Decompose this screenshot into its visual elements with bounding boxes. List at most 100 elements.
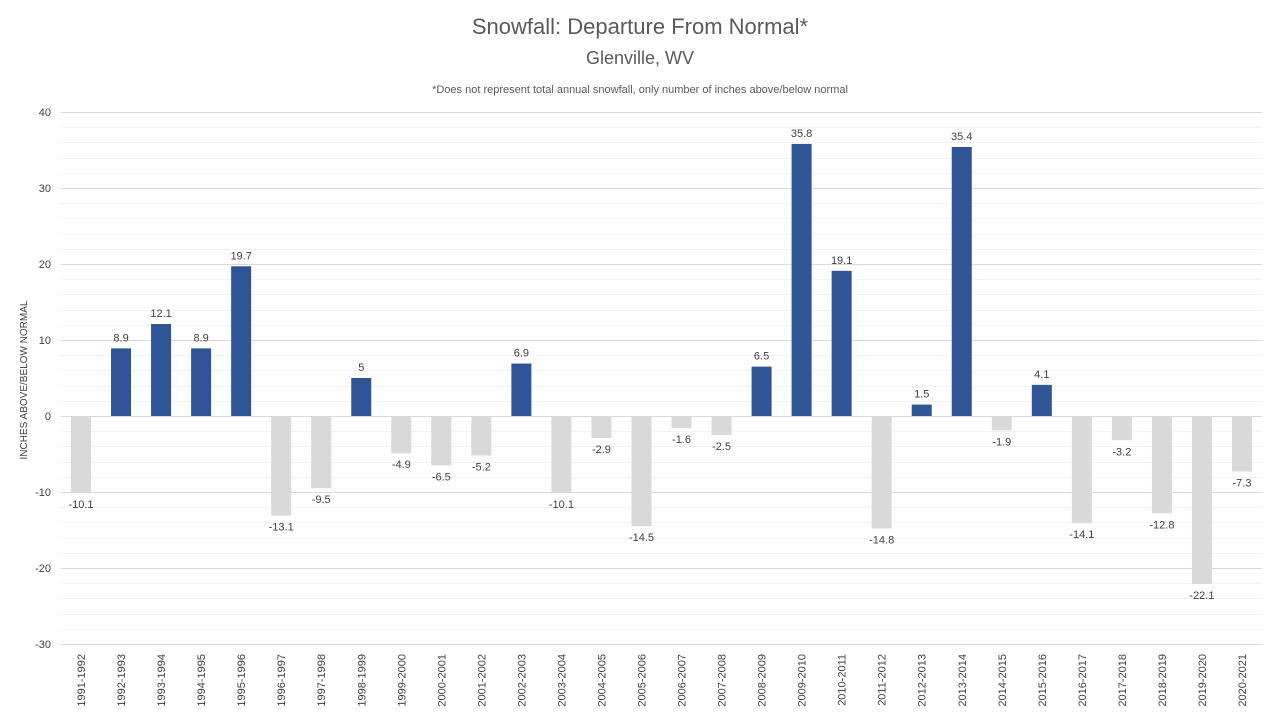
bar-1995-1996 bbox=[231, 266, 252, 416]
x-tick-label-2017-2018: 2017-2018 bbox=[1117, 654, 1129, 707]
x-tick-label-2019-2020: 2019-2020 bbox=[1197, 654, 1209, 707]
chart-title: Snowfall: Departure From Normal* bbox=[472, 14, 809, 39]
x-tick-label-2007-2008: 2007-2008 bbox=[717, 654, 729, 707]
bar-2003-2004 bbox=[551, 416, 572, 493]
x-tick-label-2000-2001: 2000-2001 bbox=[436, 654, 448, 707]
bar-2011-2012 bbox=[871, 416, 892, 529]
data-label-2006-2007: -1.6 bbox=[672, 434, 691, 446]
bar-2012-2013 bbox=[911, 404, 932, 416]
data-label-2010-2011: 19.1 bbox=[831, 255, 852, 267]
bar-2016-2017 bbox=[1071, 416, 1092, 524]
data-label-2000-2001: -6.5 bbox=[432, 471, 451, 483]
y-tick-label: 40 bbox=[39, 107, 51, 119]
y-tick-label: -30 bbox=[35, 639, 51, 651]
data-label-2002-2003: 6.9 bbox=[514, 348, 529, 360]
data-label-2004-2005: -2.9 bbox=[592, 444, 611, 456]
data-label-2003-2004: -10.1 bbox=[549, 499, 574, 511]
y-tick-label: -10 bbox=[35, 487, 51, 499]
bar-1992-1993 bbox=[111, 348, 132, 416]
x-tick-label-2015-2016: 2015-2016 bbox=[1037, 654, 1049, 707]
bar-1997-1998 bbox=[311, 416, 332, 489]
x-tick-label-2009-2010: 2009-2010 bbox=[797, 654, 809, 707]
x-tick-label-1996-1997: 1996-1997 bbox=[276, 654, 288, 707]
x-tick-label-2006-2007: 2006-2007 bbox=[677, 654, 689, 707]
x-tick-label-1998-1999: 1998-1999 bbox=[356, 654, 368, 707]
bar-2009-2010 bbox=[791, 143, 812, 417]
data-label-2001-2002: -5.2 bbox=[472, 462, 491, 474]
bar-2005-2006 bbox=[631, 416, 652, 527]
data-label-2016-2017: -14.1 bbox=[1069, 529, 1094, 541]
x-tick-label-2014-2015: 2014-2015 bbox=[997, 654, 1009, 707]
y-axis-title: INCHES ABOVE/BELOW NORMAL bbox=[19, 300, 30, 459]
chart-note: *Does not represent total annual snowfal… bbox=[432, 84, 848, 96]
bar-2000-2001 bbox=[431, 416, 452, 466]
bar-1994-1995 bbox=[191, 348, 212, 416]
x-tick-label-2003-2004: 2003-2004 bbox=[556, 654, 568, 707]
data-label-1996-1997: -13.1 bbox=[269, 522, 294, 534]
bar-2018-2019 bbox=[1151, 416, 1172, 514]
data-label-1998-1999: 5 bbox=[358, 362, 364, 374]
data-label-2011-2012: -14.8 bbox=[869, 534, 894, 546]
x-tick-label-2016-2017: 2016-2017 bbox=[1077, 654, 1089, 707]
bar-2020-2021 bbox=[1231, 416, 1252, 472]
data-label-2007-2008: -2.5 bbox=[712, 441, 731, 453]
data-label-1991-1992: -10.1 bbox=[68, 499, 93, 511]
x-tick-label-2002-2003: 2002-2003 bbox=[516, 654, 528, 707]
x-tick-label-2011-2012: 2011-2012 bbox=[877, 654, 889, 706]
x-tick-label-2018-2019: 2018-2019 bbox=[1157, 654, 1169, 707]
x-tick-label-2004-2005: 2004-2005 bbox=[596, 654, 608, 707]
bar-1996-1997 bbox=[271, 416, 292, 516]
bar-2001-2002 bbox=[471, 416, 492, 456]
data-label-1992-1993: 8.9 bbox=[113, 332, 128, 344]
bar-1999-2000 bbox=[391, 416, 412, 454]
x-tick-label-2012-2013: 2012-2013 bbox=[917, 654, 929, 707]
x-tick-label-2020-2021: 2020-2021 bbox=[1237, 654, 1249, 707]
bar-2007-2008 bbox=[711, 416, 732, 435]
y-tick-label: 30 bbox=[39, 183, 51, 195]
x-tick-label-2008-2009: 2008-2009 bbox=[757, 654, 769, 707]
bar-1991-1992 bbox=[71, 416, 92, 493]
y-tick-label: 0 bbox=[45, 411, 51, 423]
data-label-1993-1994: 12.1 bbox=[150, 308, 171, 320]
gridlines bbox=[61, 112, 1262, 645]
data-label-2008-2009: 6.5 bbox=[754, 351, 769, 363]
x-tick-label-1997-1998: 1997-1998 bbox=[316, 654, 328, 707]
data-label-2012-2013: 1.5 bbox=[914, 389, 929, 401]
chart-subtitle: Glenville, WV bbox=[586, 48, 694, 68]
bar-2014-2015 bbox=[991, 416, 1012, 431]
x-tick-label-1995-1996: 1995-1996 bbox=[236, 654, 248, 707]
x-tick-label-2010-2011: 2010-2011 bbox=[837, 654, 849, 706]
y-tick-label: 20 bbox=[39, 259, 51, 271]
bar-2019-2020 bbox=[1191, 416, 1212, 584]
bar-2010-2011 bbox=[831, 270, 852, 416]
data-label-1999-2000: -4.9 bbox=[392, 459, 411, 471]
data-label-1997-1998: -9.5 bbox=[312, 494, 331, 506]
data-label-1994-1995: 8.9 bbox=[193, 332, 208, 344]
y-tick-label: -20 bbox=[35, 563, 51, 575]
x-tick-label-1992-1993: 1992-1993 bbox=[116, 654, 128, 707]
bar-2008-2009 bbox=[751, 366, 772, 416]
data-label-2018-2019: -12.8 bbox=[1149, 519, 1174, 531]
bar-2006-2007 bbox=[671, 416, 692, 429]
data-label-2005-2006: -14.5 bbox=[629, 532, 654, 544]
bar-2015-2016 bbox=[1031, 384, 1052, 416]
data-label-2020-2021: -7.3 bbox=[1232, 477, 1251, 489]
bar-2004-2005 bbox=[591, 416, 612, 439]
bars bbox=[71, 143, 1252, 584]
data-label-2017-2018: -3.2 bbox=[1112, 446, 1131, 458]
data-label-2009-2010: 35.8 bbox=[791, 128, 812, 140]
data-labels: -10.1 8.9 12.1 8.9 19.7 -13.1 -9.5 5 -4.9 -6.5 -5.… bbox=[68, 128, 1251, 602]
y-axis-ticks: -30 -20 -10 0 10 20 30 40 bbox=[35, 107, 51, 651]
data-label-2014-2015: -1.9 bbox=[992, 436, 1011, 448]
bar-1998-1999 bbox=[351, 378, 372, 416]
data-label-1995-1996: 19.7 bbox=[230, 250, 251, 262]
x-tick-label-1991-1992: 1991-1992 bbox=[76, 654, 88, 707]
x-axis-ticks: 1991-1992 1992-1993 1993-1994 1994-1995 1995… bbox=[76, 654, 1249, 707]
data-label-2019-2020: -22.1 bbox=[1189, 590, 1214, 602]
bar-2017-2018 bbox=[1111, 416, 1132, 441]
x-tick-label-2001-2002: 2001-2002 bbox=[476, 654, 488, 707]
x-tick-label-1994-1995: 1994-1995 bbox=[196, 654, 208, 707]
bar-2013-2014 bbox=[951, 146, 972, 416]
